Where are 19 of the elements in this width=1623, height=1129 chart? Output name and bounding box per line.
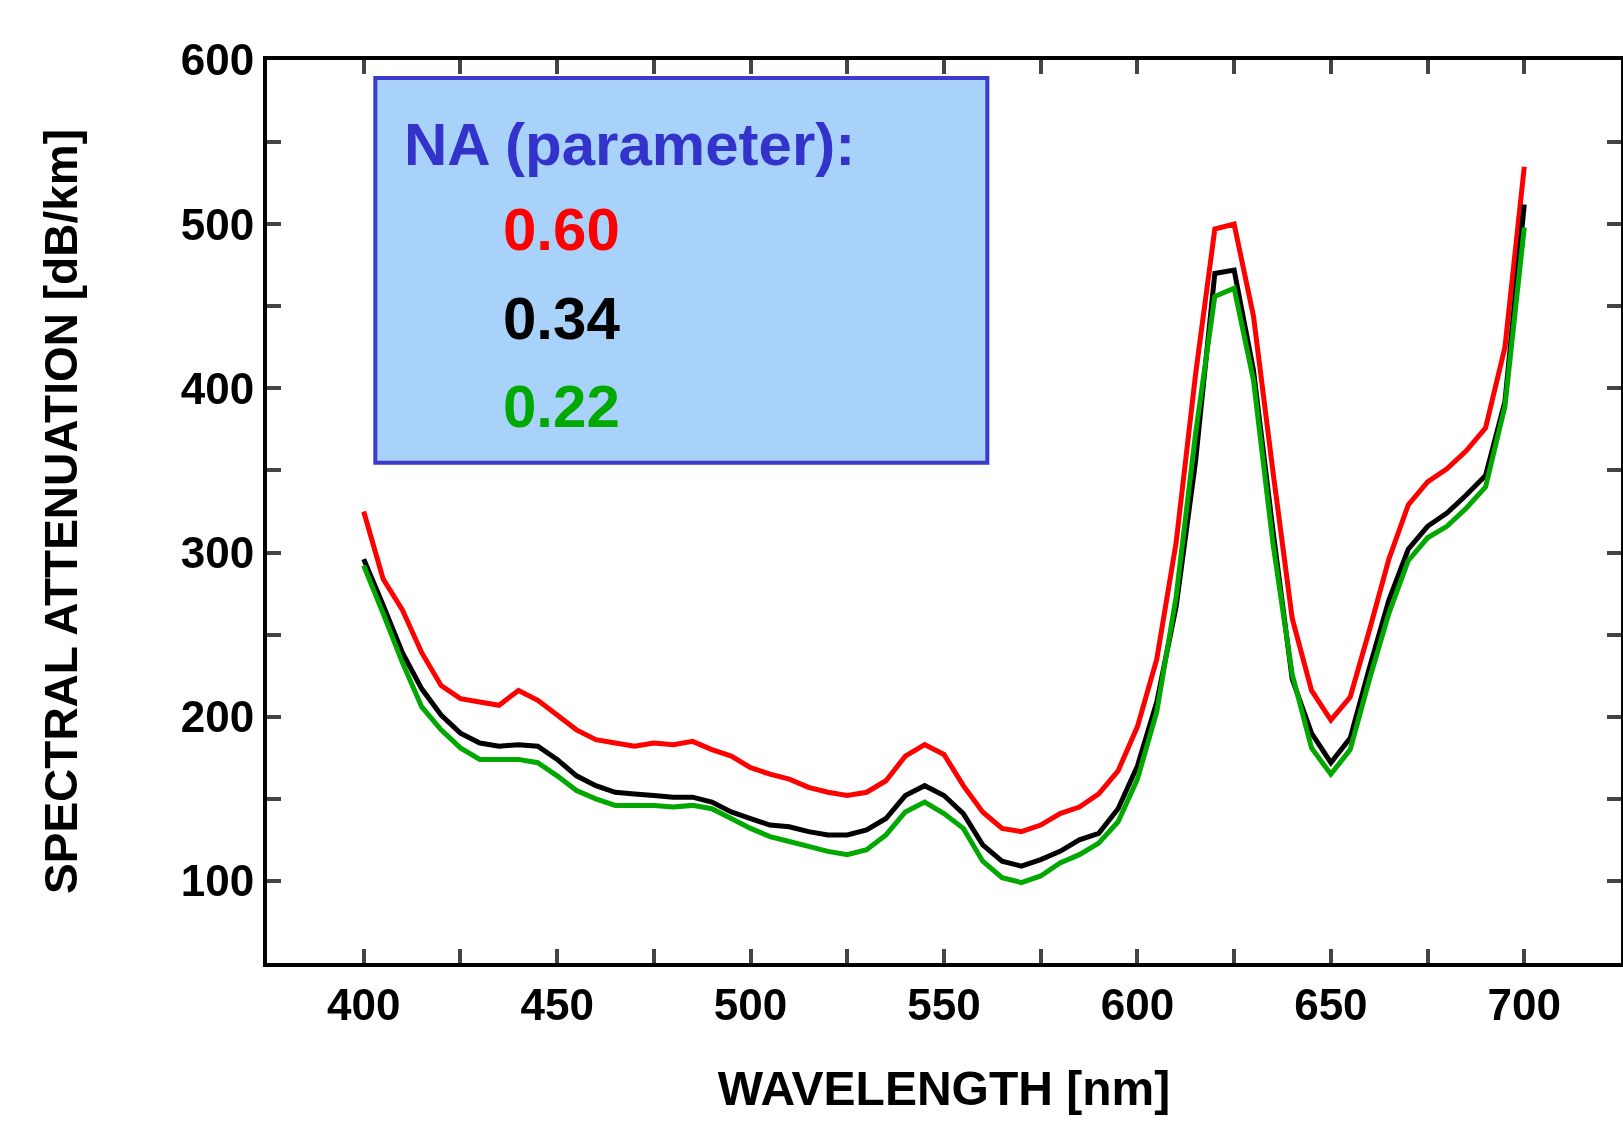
x-axis-title: WAVELENGTH [nm] xyxy=(717,1062,1171,1116)
y-tick-label: 600 xyxy=(180,35,255,85)
text: 0.22 xyxy=(503,373,620,440)
x-tick-label: 400 xyxy=(327,979,401,1029)
x-tick-label: 650 xyxy=(1294,979,1368,1029)
x-tick-label: 700 xyxy=(1487,979,1561,1029)
x-tick-label: 500 xyxy=(713,979,788,1029)
y-tick-label: 400 xyxy=(180,363,255,413)
x-tick-label: 450 xyxy=(520,979,594,1029)
y-axis-title: SPECTRAL ATTENUATION [dB/km] xyxy=(34,129,87,894)
y-tick-label: 300 xyxy=(180,527,255,577)
y-tick-label: 200 xyxy=(180,692,255,742)
y-tick-label: 100 xyxy=(180,856,255,906)
text: 0.60 xyxy=(503,196,620,263)
x-tick-label: 550 xyxy=(907,979,981,1029)
text: 0.34 xyxy=(503,285,621,352)
y-tick-label: 500 xyxy=(180,199,255,249)
x-tick-label: 600 xyxy=(1100,979,1175,1029)
legend-title: NA (parameter): xyxy=(404,111,856,178)
